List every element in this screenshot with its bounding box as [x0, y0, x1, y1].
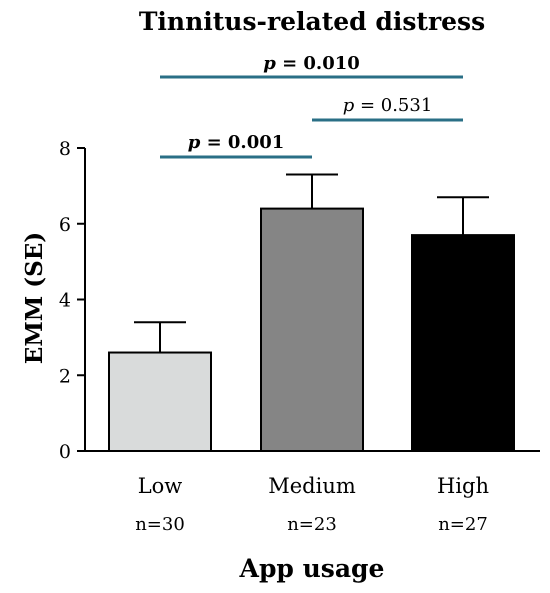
- x-tick-label: Low: [138, 474, 183, 498]
- x-category-labels: Low n=30 Medium n=23 High n=27: [135, 474, 489, 535]
- sample-size-label: n=27: [438, 514, 488, 535]
- y-tick-label: 8: [59, 138, 71, 160]
- bar-high: [411, 234, 515, 452]
- y-axis-label: EMM (SE): [21, 232, 48, 364]
- y-tick-label: 2: [59, 365, 71, 387]
- p-value-label: p = 0.010: [263, 53, 360, 74]
- sample-size-label: n=23: [287, 514, 337, 535]
- p-value-label: p = 0.001: [188, 132, 285, 153]
- chart-title: Tinnitus-related distress: [139, 7, 485, 36]
- x-axis-label: App usage: [239, 554, 385, 583]
- sample-size-label: n=30: [135, 514, 185, 535]
- p-value: = 0.531: [354, 95, 432, 116]
- p-symbol: p: [343, 95, 355, 116]
- x-tick-label: Medium: [268, 474, 356, 498]
- p-value: = 0.001: [200, 132, 284, 153]
- x-tick-label: High: [437, 474, 489, 498]
- p-value-label: p = 0.531: [343, 95, 433, 116]
- bars: [108, 173, 515, 452]
- y-tick-label: 0: [59, 441, 71, 463]
- bar-low: [108, 351, 212, 452]
- bar-medium: [260, 207, 364, 452]
- p-symbol: p: [188, 132, 201, 153]
- y-tick-label: 4: [59, 290, 71, 312]
- p-value: = 0.010: [276, 53, 360, 74]
- y-tick-label: 6: [59, 214, 71, 236]
- p-symbol: p: [263, 53, 276, 74]
